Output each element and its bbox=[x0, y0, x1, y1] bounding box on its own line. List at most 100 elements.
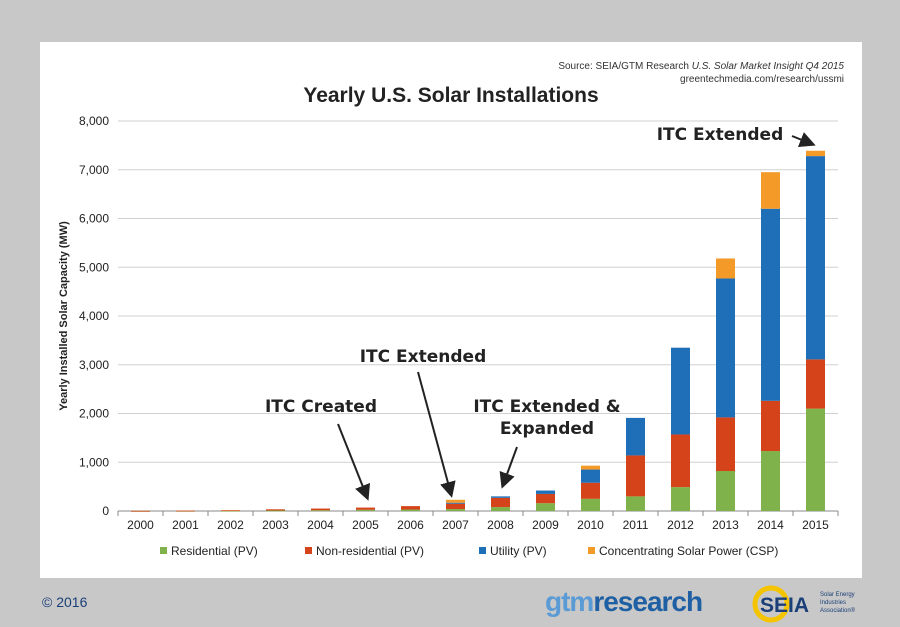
annotation-arrow bbox=[499, 446, 518, 489]
bar-segment bbox=[716, 417, 735, 472]
bar-segment bbox=[176, 510, 195, 512]
source-report-title: U.S. Solar Market Insight Q4 2015 bbox=[691, 61, 844, 72]
y-tick-label: 7,000 bbox=[79, 163, 109, 177]
bar-segment bbox=[446, 509, 465, 511]
annotation-arrow bbox=[417, 371, 456, 498]
bar-segment bbox=[131, 510, 150, 512]
bar-segment bbox=[806, 408, 825, 511]
legend-label: Non-residential (PV) bbox=[316, 544, 424, 558]
bar-segment bbox=[266, 509, 285, 511]
bar-segment bbox=[761, 172, 780, 209]
y-tick-label: 6,000 bbox=[79, 212, 109, 226]
bar-segment bbox=[761, 400, 780, 452]
bar-segment bbox=[446, 499, 465, 503]
y-tick-label: 2,000 bbox=[79, 407, 109, 421]
seia-tagline: Solar Energy bbox=[820, 592, 855, 598]
gtm-logo-part: gtm bbox=[545, 586, 594, 617]
bar-segment bbox=[581, 465, 600, 470]
x-tick-label: 2005 bbox=[352, 518, 379, 532]
legend-label: Utility (PV) bbox=[490, 544, 547, 558]
legend-swatch bbox=[588, 547, 595, 554]
bar-segment bbox=[536, 503, 555, 511]
y-axis-label: Yearly Installed Solar Capacity (MW) bbox=[58, 221, 70, 411]
bar-segment bbox=[491, 497, 510, 508]
bar-segment bbox=[716, 258, 735, 279]
bar-segment bbox=[626, 496, 645, 511]
seia-tagline: Industries bbox=[820, 600, 846, 606]
x-tick-label: 2004 bbox=[307, 518, 334, 532]
x-tick-label: 2001 bbox=[172, 518, 199, 532]
bar-segment bbox=[536, 490, 555, 494]
bar-segment bbox=[221, 510, 240, 512]
bar-segment bbox=[806, 359, 825, 409]
y-tick-label: 4,000 bbox=[79, 309, 109, 323]
y-tick-label: 1,000 bbox=[79, 455, 109, 469]
x-tick-label: 2015 bbox=[802, 518, 829, 532]
x-tick-label: 2002 bbox=[217, 518, 244, 532]
bar-segment bbox=[401, 506, 420, 510]
gtm-research-logo: gtmresearch bbox=[545, 586, 703, 618]
legend-swatch bbox=[305, 547, 312, 554]
bar-segment bbox=[581, 482, 600, 499]
seia-wordmark: SEIA bbox=[760, 594, 809, 617]
bar-segment bbox=[221, 510, 240, 512]
bar-segment bbox=[626, 455, 645, 497]
source-prefix: Source: SEIA/GTM Research bbox=[558, 61, 692, 72]
copyright-text: © 2016 bbox=[42, 594, 88, 610]
bar-segment bbox=[626, 417, 645, 456]
bar-segment bbox=[581, 498, 600, 511]
y-tick-label: 8,000 bbox=[79, 114, 109, 128]
bar-segment bbox=[806, 150, 825, 157]
bar-segment bbox=[806, 156, 825, 360]
bar-segment bbox=[716, 471, 735, 511]
source-note: Source: SEIA/GTM Research U.S. Solar Mar… bbox=[558, 60, 844, 86]
bar-segment bbox=[311, 508, 330, 511]
y-tick-label: 0 bbox=[102, 504, 109, 518]
bar-segment bbox=[446, 502, 465, 504]
annotation-label: ITC Extended bbox=[657, 125, 784, 145]
annotation-label: ITC Created bbox=[265, 397, 377, 417]
y-tick-label: 5,000 bbox=[79, 260, 109, 274]
bar-segment bbox=[716, 278, 735, 418]
bar-segment bbox=[401, 509, 420, 511]
x-tick-label: 2012 bbox=[667, 518, 694, 532]
x-tick-label: 2010 bbox=[577, 518, 604, 532]
annotation-label: ITC Extended & Expanded bbox=[473, 397, 620, 439]
seia-tagline: Association® bbox=[820, 607, 856, 614]
legend-swatch bbox=[160, 547, 167, 554]
x-tick-label: 2006 bbox=[397, 518, 424, 532]
legend-swatch bbox=[479, 547, 486, 554]
x-tick-label: 2009 bbox=[532, 518, 559, 532]
annotation-label: ITC Extended bbox=[360, 347, 487, 367]
x-tick-label: 2013 bbox=[712, 518, 739, 532]
bar-segment bbox=[671, 347, 690, 435]
bar-segment bbox=[761, 208, 780, 401]
bar-segment bbox=[536, 493, 555, 504]
bar-segment bbox=[581, 469, 600, 483]
bar-segment bbox=[446, 503, 465, 510]
legend-label: Residential (PV) bbox=[171, 544, 258, 558]
y-tick-label: 3,000 bbox=[79, 358, 109, 372]
x-tick-label: 2000 bbox=[127, 518, 154, 532]
source-url: greentechmedia.com/research/ussmi bbox=[680, 74, 844, 85]
bar-segment bbox=[491, 496, 510, 498]
x-tick-label: 2011 bbox=[623, 518, 649, 532]
sun-icon bbox=[752, 585, 790, 623]
bar-segment bbox=[356, 509, 375, 511]
x-tick-label: 2008 bbox=[487, 518, 514, 532]
x-tick-label: 2014 bbox=[757, 518, 784, 532]
legend-label: Concentrating Solar Power (CSP) bbox=[599, 544, 778, 558]
x-tick-label: 2003 bbox=[262, 518, 289, 532]
annotation-arrow bbox=[791, 132, 816, 147]
x-tick-label: 2007 bbox=[442, 518, 469, 532]
bar-segment bbox=[671, 434, 690, 488]
research-logo-part: research bbox=[593, 586, 703, 617]
bar-segment bbox=[761, 451, 780, 511]
bar-segment bbox=[266, 510, 285, 512]
chart-title: Yearly U.S. Solar Installations bbox=[303, 84, 599, 107]
bar-segment bbox=[491, 507, 510, 511]
bar-segment bbox=[311, 510, 330, 512]
bar-segment bbox=[356, 507, 375, 510]
